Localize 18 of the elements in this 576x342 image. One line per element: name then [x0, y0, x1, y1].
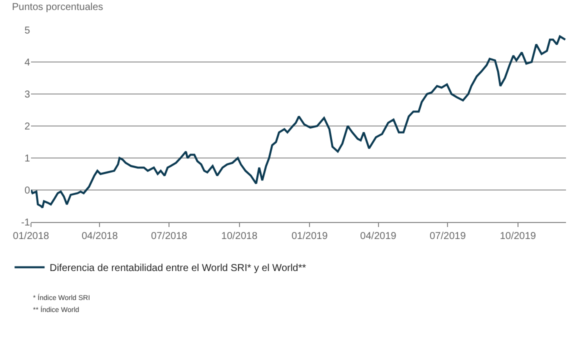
- y-tick-label: 5: [24, 26, 30, 36]
- x-tick-label: 07/2019: [430, 231, 466, 242]
- x-tick-label: 04/2018: [82, 231, 118, 242]
- x-tick-label: 10/2019: [500, 231, 536, 242]
- x-tick-label: 01/2018: [12, 231, 50, 242]
- y-tick-label: -1: [21, 218, 30, 228]
- x-tick-label: 07/2018: [151, 231, 188, 242]
- x-tick-label: 10/2018: [221, 231, 258, 242]
- x-tick-label: 04/2019: [360, 231, 397, 242]
- legend-label: Diferencia de rentabilidad entre el World SRI* y el World**: [50, 263, 306, 274]
- y-axis-title: Puntos porcentuales: [12, 2, 104, 13]
- y-tick-label: 0: [24, 186, 30, 196]
- y-tick-label: 3: [24, 90, 30, 100]
- y-tick-label: 1: [24, 154, 30, 164]
- y-tick-label: 4: [24, 58, 30, 68]
- y-tick-label: 2: [24, 122, 30, 132]
- x-tick-label: 01/2019: [291, 231, 328, 242]
- line-series: [31, 35, 566, 209]
